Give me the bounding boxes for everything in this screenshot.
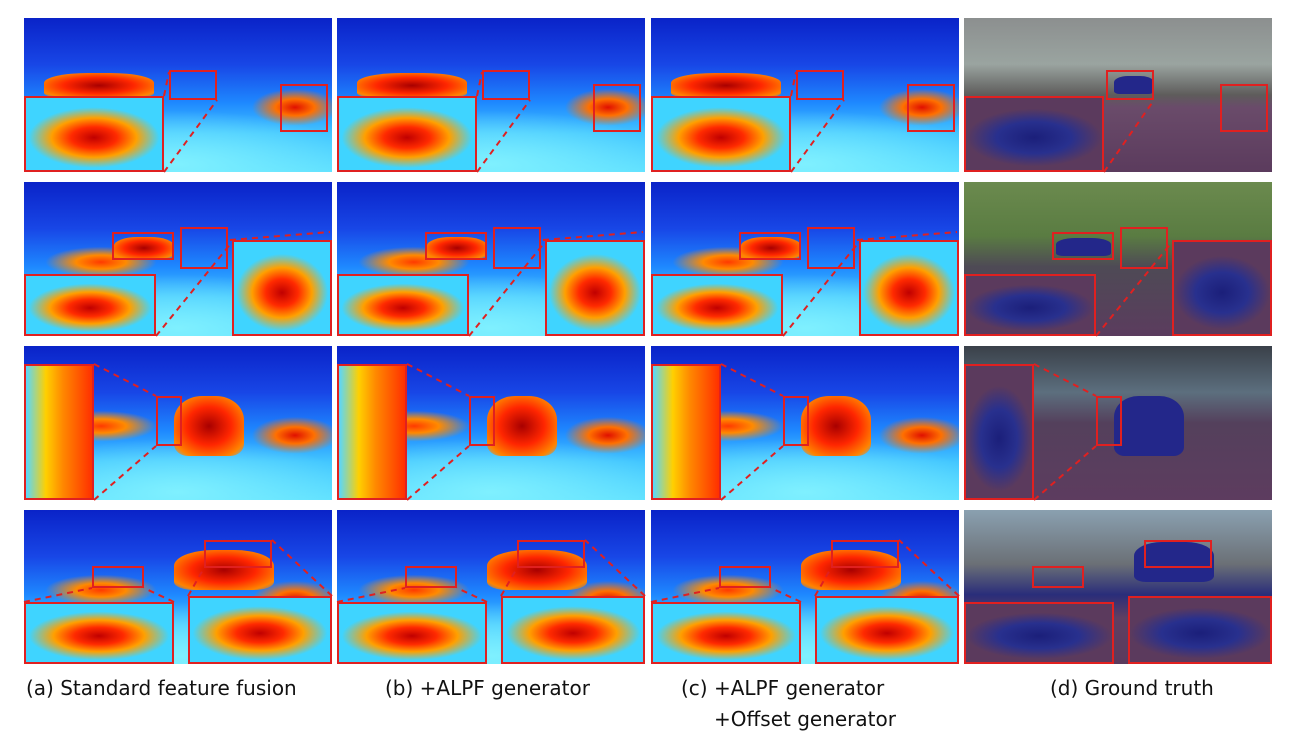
- zoom-inset: [232, 240, 332, 336]
- car-mark: [801, 396, 871, 456]
- heatmap-c-row2: [651, 182, 959, 336]
- heatmap-a-row2: [24, 182, 332, 336]
- car-mark: [357, 73, 467, 98]
- heatmap-b-row2: [337, 182, 645, 336]
- highlight-box: [92, 566, 144, 588]
- highlight-box: [719, 566, 771, 588]
- caption-a: (a) Standard feature fusion: [26, 676, 297, 700]
- car-mark: [1114, 396, 1184, 456]
- car-mark: [1114, 76, 1154, 94]
- heatmap-c-row4: [651, 510, 959, 664]
- car-mark: [44, 73, 154, 98]
- ground-truth-row3: [964, 346, 1272, 500]
- highlight-box: [1120, 227, 1168, 269]
- zoom-inset: [964, 274, 1096, 336]
- heatmap-b-row3: [337, 346, 645, 500]
- zoom-inset: [337, 602, 487, 664]
- heatmap-a-row4: [24, 510, 332, 664]
- zoom-inset: [964, 602, 1114, 664]
- highlight-box: [807, 227, 855, 269]
- car-mark: [1134, 542, 1214, 582]
- caption-b: (b) +ALPF generator: [385, 676, 590, 700]
- heatmap-a-row3: [24, 346, 332, 500]
- ground-truth-row1: [964, 18, 1272, 172]
- highlight-box: [112, 232, 174, 260]
- zoom-inset: [815, 596, 959, 664]
- zoom-inset: [337, 96, 477, 172]
- highlight-box: [1106, 70, 1154, 100]
- highlight-box: [1220, 84, 1268, 132]
- caption-d: (d) Ground truth: [1050, 676, 1214, 700]
- highlight-box: [739, 232, 801, 260]
- zoom-inset: [24, 364, 94, 500]
- highlight-box: [482, 70, 530, 100]
- car-mark: [174, 396, 244, 456]
- highlight-box: [1052, 232, 1114, 260]
- highlight-box: [1032, 566, 1084, 588]
- highlight-box: [1144, 540, 1212, 568]
- car-mark: [487, 396, 557, 456]
- zoom-inset: [24, 602, 174, 664]
- zoom-inset: [188, 596, 332, 664]
- heatmap-b-row4: [337, 510, 645, 664]
- zoom-inset: [501, 596, 645, 664]
- highlight-box: [469, 396, 495, 446]
- car-mark: [671, 73, 781, 98]
- highlight-box: [169, 70, 217, 100]
- highlight-box: [907, 84, 955, 132]
- zoom-inset: [651, 274, 783, 336]
- highlight-box: [425, 232, 487, 260]
- highlight-box: [593, 84, 641, 132]
- highlight-box: [796, 70, 844, 100]
- heatmap-c-row1: [651, 18, 959, 172]
- zoom-inset: [651, 96, 791, 172]
- zoom-inset: [1128, 596, 1272, 664]
- zoom-inset: [964, 364, 1034, 500]
- highlight-box: [405, 566, 457, 588]
- highlight-box: [180, 227, 228, 269]
- highlight-box: [517, 540, 585, 568]
- heatmap-b-row1: [337, 18, 645, 172]
- heatmap-a-row1: [24, 18, 332, 172]
- zoom-inset: [859, 240, 959, 336]
- highlight-box: [156, 396, 182, 446]
- highlight-box: [280, 84, 328, 132]
- zoom-inset: [964, 96, 1104, 172]
- zoom-inset: [24, 96, 164, 172]
- ground-truth-row2: [964, 182, 1272, 336]
- zoom-inset: [651, 602, 801, 664]
- zoom-inset: [337, 364, 407, 500]
- zoom-inset: [337, 274, 469, 336]
- heatmap-c-row3: [651, 346, 959, 500]
- zoom-inset: [1172, 240, 1272, 336]
- caption-c-line2: +Offset generator: [714, 707, 896, 731]
- zoom-inset: [651, 364, 721, 500]
- highlight-box: [1096, 396, 1122, 446]
- highlight-box: [831, 540, 899, 568]
- highlight-box: [493, 227, 541, 269]
- ground-truth-row4: [964, 510, 1272, 664]
- highlight-box: [783, 396, 809, 446]
- zoom-inset: [545, 240, 645, 336]
- zoom-inset: [24, 274, 156, 336]
- highlight-box: [204, 540, 272, 568]
- caption-c-line1: (c) +ALPF generator: [681, 676, 885, 700]
